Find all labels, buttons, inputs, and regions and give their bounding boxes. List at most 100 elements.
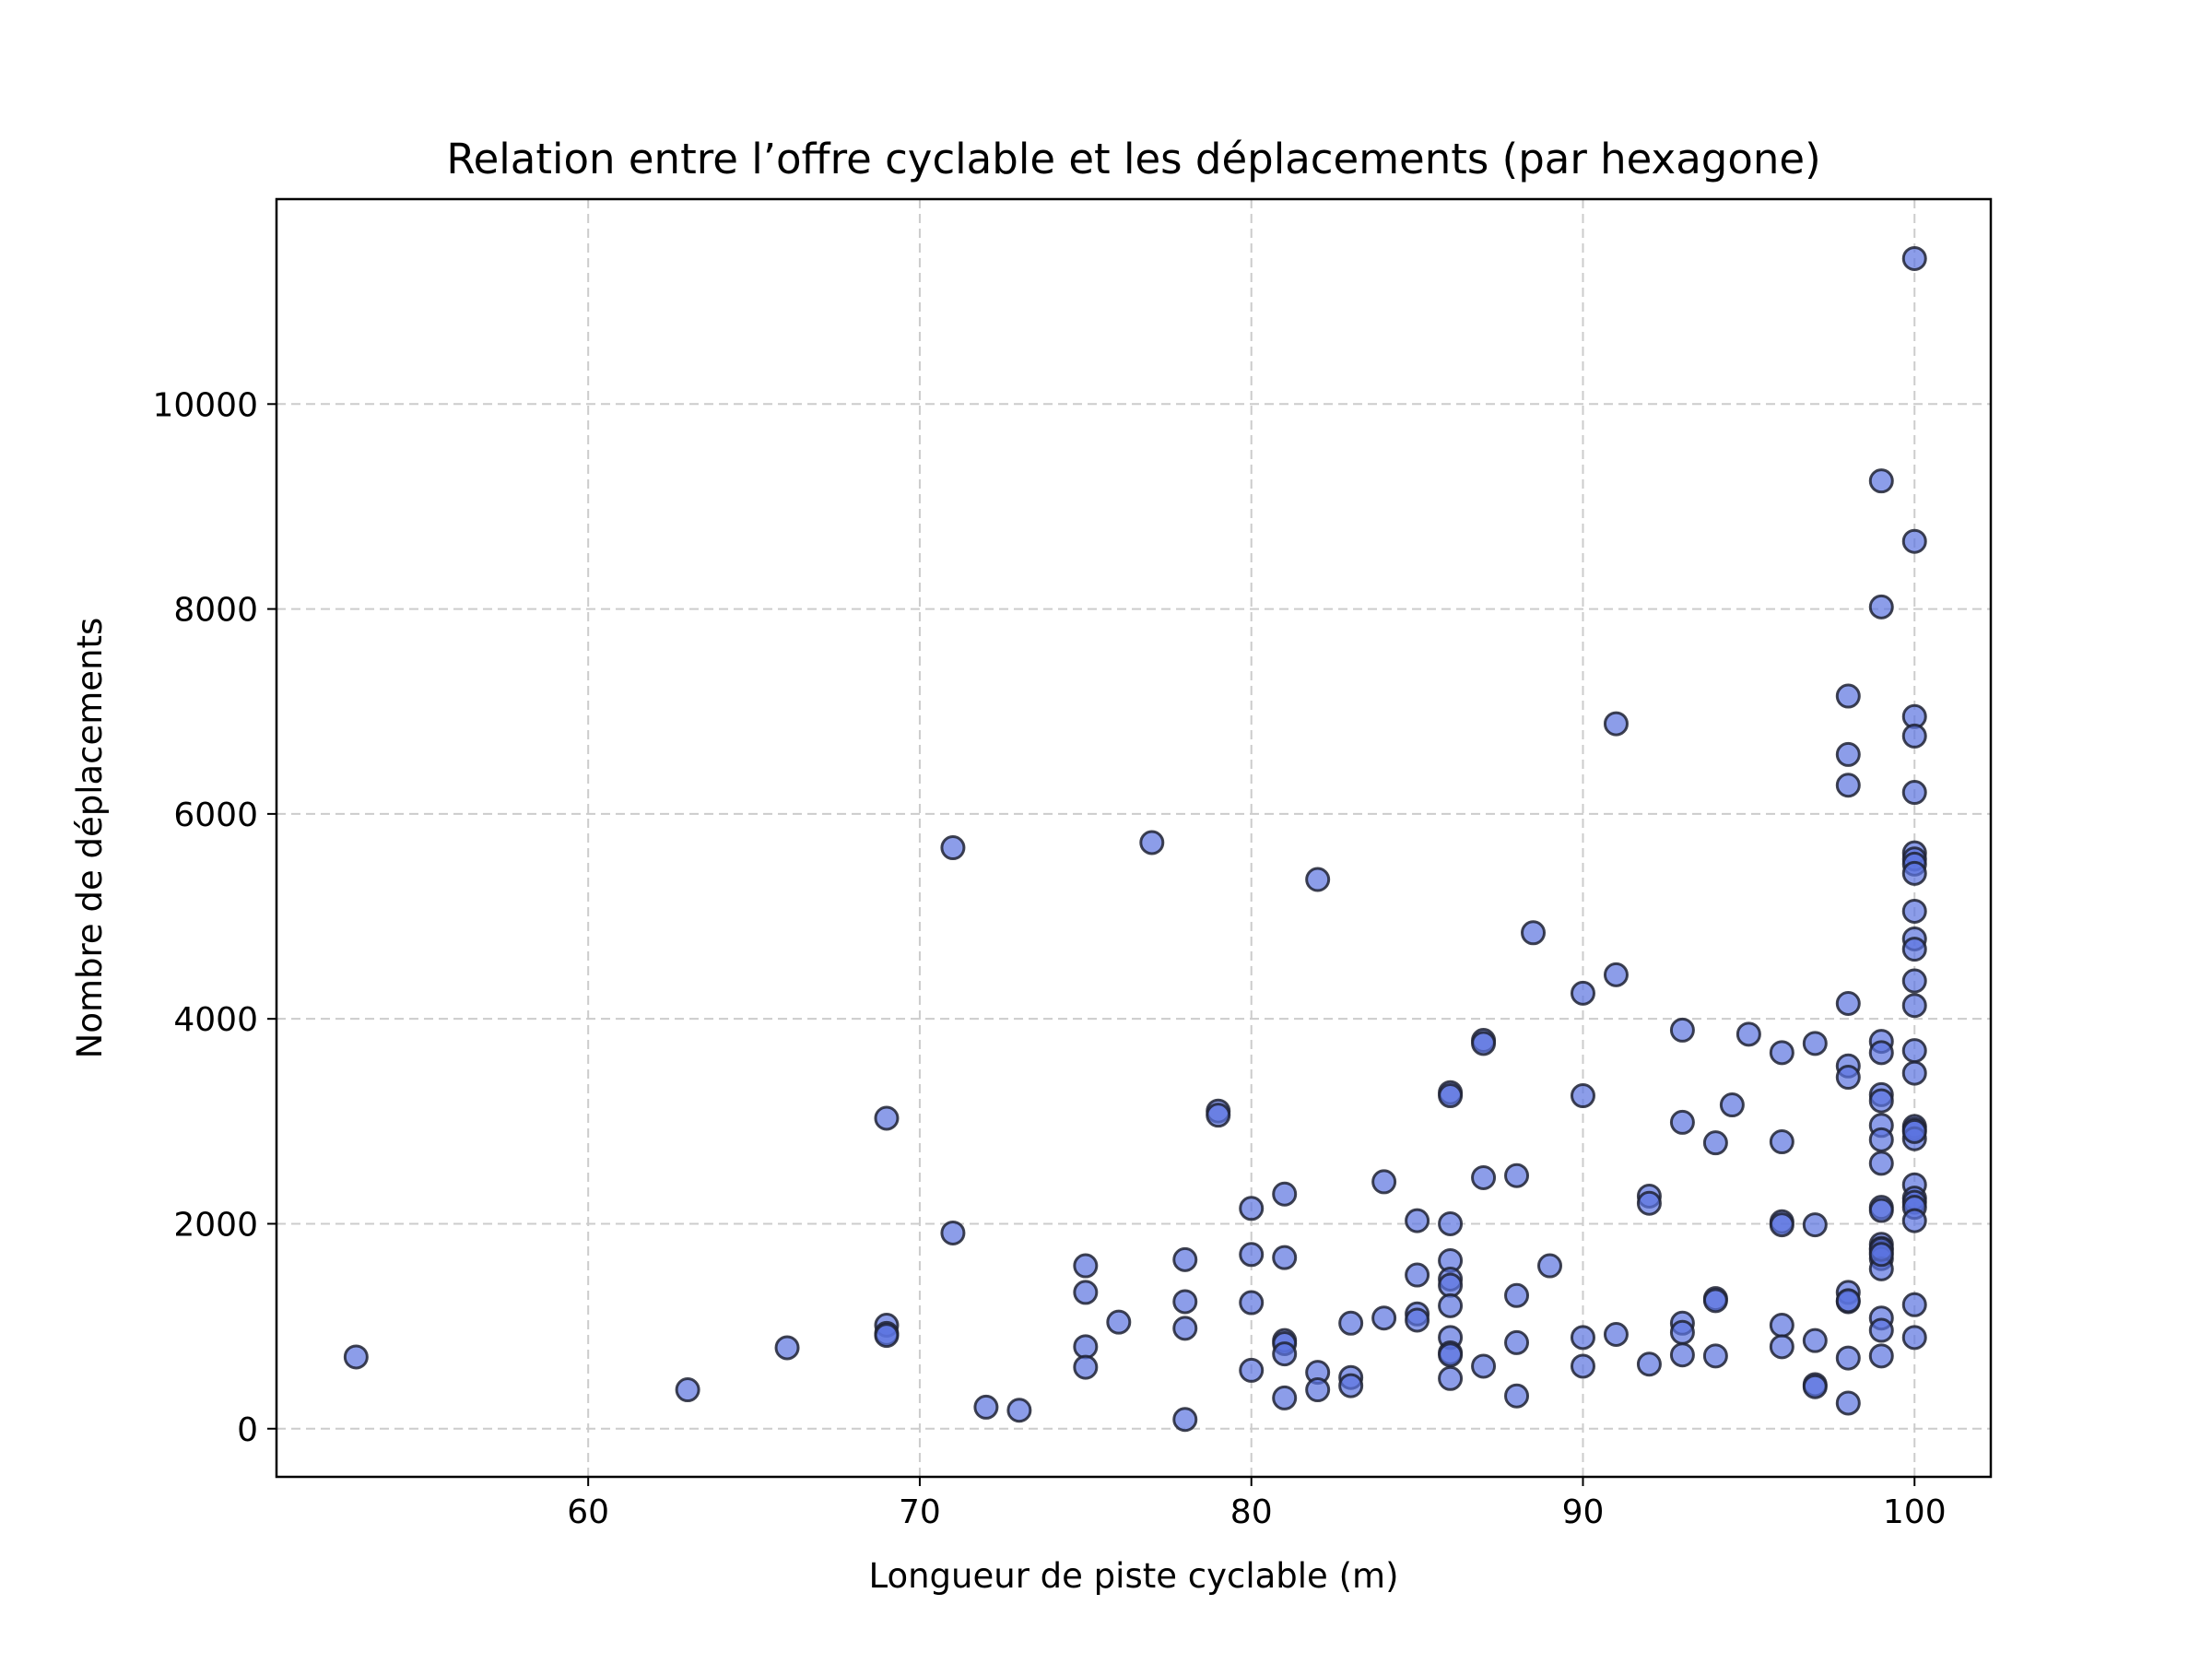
scatter-point <box>1471 1353 1497 1379</box>
grid-lines <box>276 199 1991 1477</box>
scatter-point <box>774 1335 800 1361</box>
scatter-point <box>1438 1210 1464 1236</box>
chart-title: Relation entre l’offre cyclable et les d… <box>446 135 1820 183</box>
scatter-point <box>1868 594 1894 620</box>
scatter-point <box>1802 1031 1828 1056</box>
scatter-point <box>1901 1060 1927 1086</box>
scatter-point <box>1139 830 1165 856</box>
scatter-point <box>1272 1245 1298 1270</box>
y-tick-label: 0 <box>237 1411 258 1449</box>
scatter-point <box>1073 1334 1099 1360</box>
scatter-point <box>1338 1373 1364 1398</box>
scatter-point <box>1835 741 1861 767</box>
scatter-point <box>1438 1083 1464 1109</box>
scatter-point <box>1901 1038 1927 1064</box>
scatter-point <box>1438 1292 1464 1318</box>
scatter-point <box>1537 1253 1563 1279</box>
scatter-point <box>1206 1103 1231 1128</box>
y-tick-label: 4000 <box>173 1001 258 1039</box>
scatter-point <box>1272 1341 1298 1367</box>
scatter-point <box>1868 1127 1894 1152</box>
scatter-point <box>1901 1325 1927 1351</box>
y-tick-label: 6000 <box>173 797 258 834</box>
scatter-point <box>1868 1088 1894 1114</box>
scatter-point <box>1868 1242 1894 1268</box>
x-axis-label: Longueur de piste cyclable (m) <box>869 1556 1399 1596</box>
scatter-point <box>675 1377 700 1403</box>
scatter-point <box>1006 1398 1032 1423</box>
scatter-point <box>1521 920 1547 946</box>
scatter-point <box>1901 993 1927 1019</box>
scatter-point <box>1073 1253 1099 1279</box>
scatter-point <box>1901 968 1927 994</box>
x-tick-label: 70 <box>899 1493 941 1531</box>
scatter-point <box>1719 1092 1745 1118</box>
scatter-point <box>1305 1377 1331 1403</box>
scatter-point <box>1901 723 1927 749</box>
scatter-point <box>1669 1319 1695 1345</box>
scatter-point <box>1239 1242 1265 1268</box>
scatter-point <box>1438 1272 1464 1298</box>
scatter-point <box>1901 780 1927 806</box>
scatter-point <box>1371 1169 1397 1195</box>
scatter-point <box>1868 1343 1894 1369</box>
y-tick-label: 2000 <box>173 1206 258 1244</box>
scatter-point <box>940 1220 966 1245</box>
scatter-point <box>1570 1353 1595 1379</box>
scatter-point <box>1570 1083 1595 1109</box>
scatter-point <box>1570 1325 1595 1351</box>
scatter-point <box>1769 1313 1794 1339</box>
scatter-point <box>1868 1151 1894 1176</box>
scatter-point <box>940 835 966 861</box>
scatter-point <box>1835 683 1861 709</box>
data-points <box>343 245 1927 1433</box>
scatter-point <box>1901 528 1927 554</box>
scatter-point <box>1636 1351 1662 1377</box>
scatter-point <box>1835 991 1861 1017</box>
scatter-point <box>1172 1246 1198 1272</box>
scatter-point <box>1172 1316 1198 1341</box>
scatter-point <box>1702 1288 1728 1314</box>
y-tick-label: 10000 <box>152 386 258 424</box>
scatter-point <box>1504 1329 1530 1355</box>
scatter-point <box>1504 1162 1530 1188</box>
scatter-point <box>1702 1343 1728 1369</box>
scatter-point <box>1504 1383 1530 1409</box>
scatter-point <box>1405 1307 1430 1333</box>
scatter-point <box>1835 773 1861 798</box>
scatter-point <box>1769 1129 1794 1155</box>
scatter-point <box>1901 1292 1927 1317</box>
scatter-point <box>1603 711 1629 737</box>
y-axis-label: Nombre de déplacements <box>70 618 110 1059</box>
scatter-point <box>1669 1109 1695 1135</box>
scatter-point <box>874 1105 900 1131</box>
y-tick-label: 8000 <box>173 592 258 630</box>
scatter-point <box>343 1344 369 1370</box>
scatter-point <box>1901 1208 1927 1233</box>
scatter-point <box>1868 1040 1894 1066</box>
scatter-point <box>1702 1130 1728 1156</box>
scatter-point <box>1901 937 1927 962</box>
scatter-point <box>1073 1354 1099 1380</box>
scatter-point <box>1471 1031 1497 1056</box>
scatter-point <box>1669 1342 1695 1368</box>
scatter-point <box>1868 468 1894 494</box>
scatter-point <box>1272 1385 1298 1410</box>
plot-frame <box>275 197 1993 1479</box>
scatter-point <box>1405 1208 1430 1233</box>
scatter-point <box>1901 1118 1927 1144</box>
scatter-point <box>1239 1290 1265 1316</box>
scatter-point <box>1769 1212 1794 1238</box>
x-tick-label: 100 <box>1883 1493 1947 1531</box>
scatter-point <box>1835 1288 1861 1314</box>
scatter-point <box>1802 1212 1828 1238</box>
scatter-point <box>1835 1065 1861 1091</box>
scatter-point <box>1603 1322 1629 1348</box>
scatter-point <box>1405 1262 1430 1288</box>
scatter-point <box>1172 1407 1198 1433</box>
scatter-point <box>1239 1357 1265 1383</box>
scatter-point <box>1570 980 1595 1006</box>
scatter-point <box>973 1394 999 1420</box>
scatter-point <box>1835 1345 1861 1371</box>
